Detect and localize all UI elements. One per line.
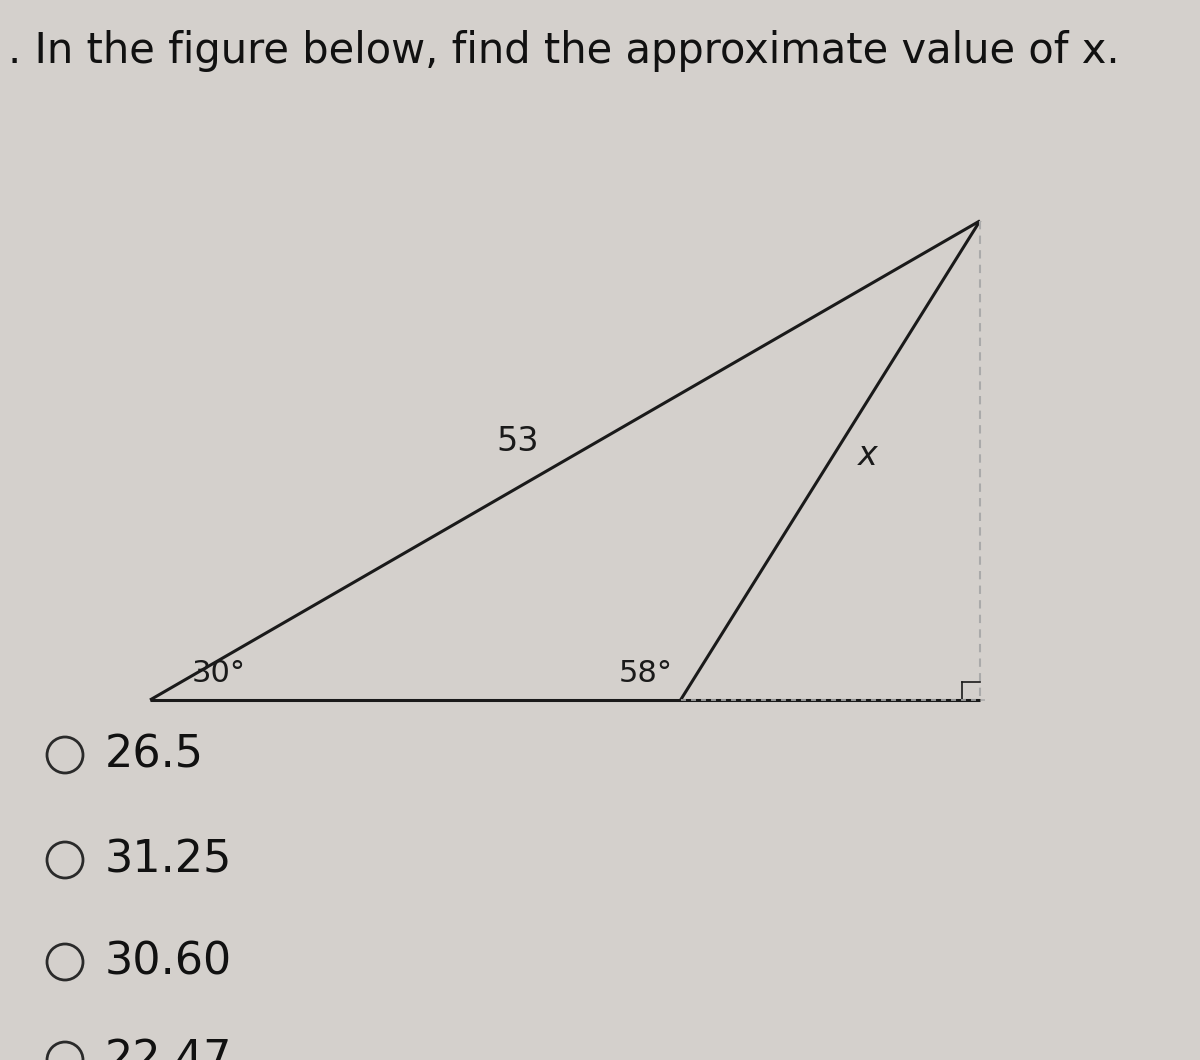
Text: 31.25: 31.25 bbox=[106, 838, 233, 882]
Text: . In the figure below, find the approximate value of x.: . In the figure below, find the approxim… bbox=[8, 30, 1120, 72]
Text: 22.47: 22.47 bbox=[106, 1039, 233, 1060]
Text: 30°: 30° bbox=[192, 659, 246, 688]
Text: 58°: 58° bbox=[618, 659, 672, 688]
Text: 53: 53 bbox=[497, 425, 539, 458]
Text: 30.60: 30.60 bbox=[106, 940, 233, 984]
Text: 26.5: 26.5 bbox=[106, 734, 204, 777]
Text: x: x bbox=[858, 439, 878, 472]
